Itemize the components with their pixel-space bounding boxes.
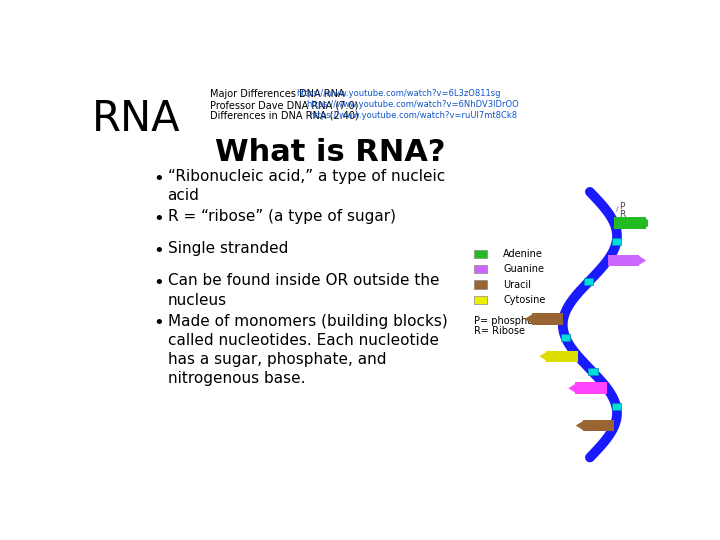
Text: RNA: RNA [92,98,181,140]
Text: “Ribonucleic acid,” a type of nucleic
acid: “Ribonucleic acid,” a type of nucleic ac… [168,168,445,203]
Text: •: • [153,242,163,260]
Polygon shape [539,350,549,362]
Text: https://www.youtube.com/watch?v=6NhDV3lDrOO: https://www.youtube.com/watch?v=6NhDV3lD… [306,100,518,109]
Polygon shape [637,255,647,266]
Text: Differences in DNA RNA (2.40): Differences in DNA RNA (2.40) [210,111,359,121]
Text: •: • [153,170,163,187]
Bar [546,350,578,362]
Text: https://www.youtube.com/watch?v=6L3zO811sg: https://www.youtube.com/watch?v=6L3zO811… [296,90,500,98]
Polygon shape [568,382,577,394]
Bar [584,278,593,285]
Bar [614,218,646,229]
Text: R= Ribose: R= Ribose [474,326,526,336]
Text: Major Differences DNA RNA: Major Differences DNA RNA [210,90,345,99]
Text: Uracil: Uracil [503,280,531,289]
Text: P= phosphate: P= phosphate [474,316,544,326]
Bar [531,313,563,325]
Polygon shape [576,420,585,431]
Bar [582,420,614,431]
Bar [474,249,487,258]
Text: P: P [619,202,625,212]
Text: Single stranded: Single stranded [168,241,288,256]
Text: Professor Dave DNA RNA (7.0): Professor Dave DNA RNA (7.0) [210,100,359,110]
Text: What is RNA?: What is RNA? [215,138,446,167]
Text: Cytosine: Cytosine [503,295,546,305]
Bar [474,296,487,304]
Bar [612,238,621,245]
Polygon shape [525,313,534,325]
Bar [561,334,570,341]
Text: Adenine: Adenine [503,249,543,259]
Bar [474,265,487,273]
Text: •: • [153,274,163,292]
Text: Can be found inside OR outside the
nucleus: Can be found inside OR outside the nucle… [168,273,439,308]
Polygon shape [644,218,653,229]
Bar [474,280,487,289]
Text: R = “ribose” (a type of sugar): R = “ribose” (a type of sugar) [168,209,395,224]
Bar [608,255,639,266]
Text: Guanine: Guanine [503,264,544,274]
Text: R: R [619,210,626,219]
Text: Made of monomers (building blocks)
called nucleotides. Each nucleotide
has a sug: Made of monomers (building blocks) calle… [168,314,447,386]
Text: •: • [153,210,163,227]
Text: •: • [153,314,163,332]
Bar [588,368,598,375]
Bar [612,403,621,410]
Text: https://www.youtube.com/watch?v=ruUl7mt8Ck8: https://www.youtube.com/watch?v=ruUl7mt8… [309,111,517,120]
Bar [575,382,607,394]
